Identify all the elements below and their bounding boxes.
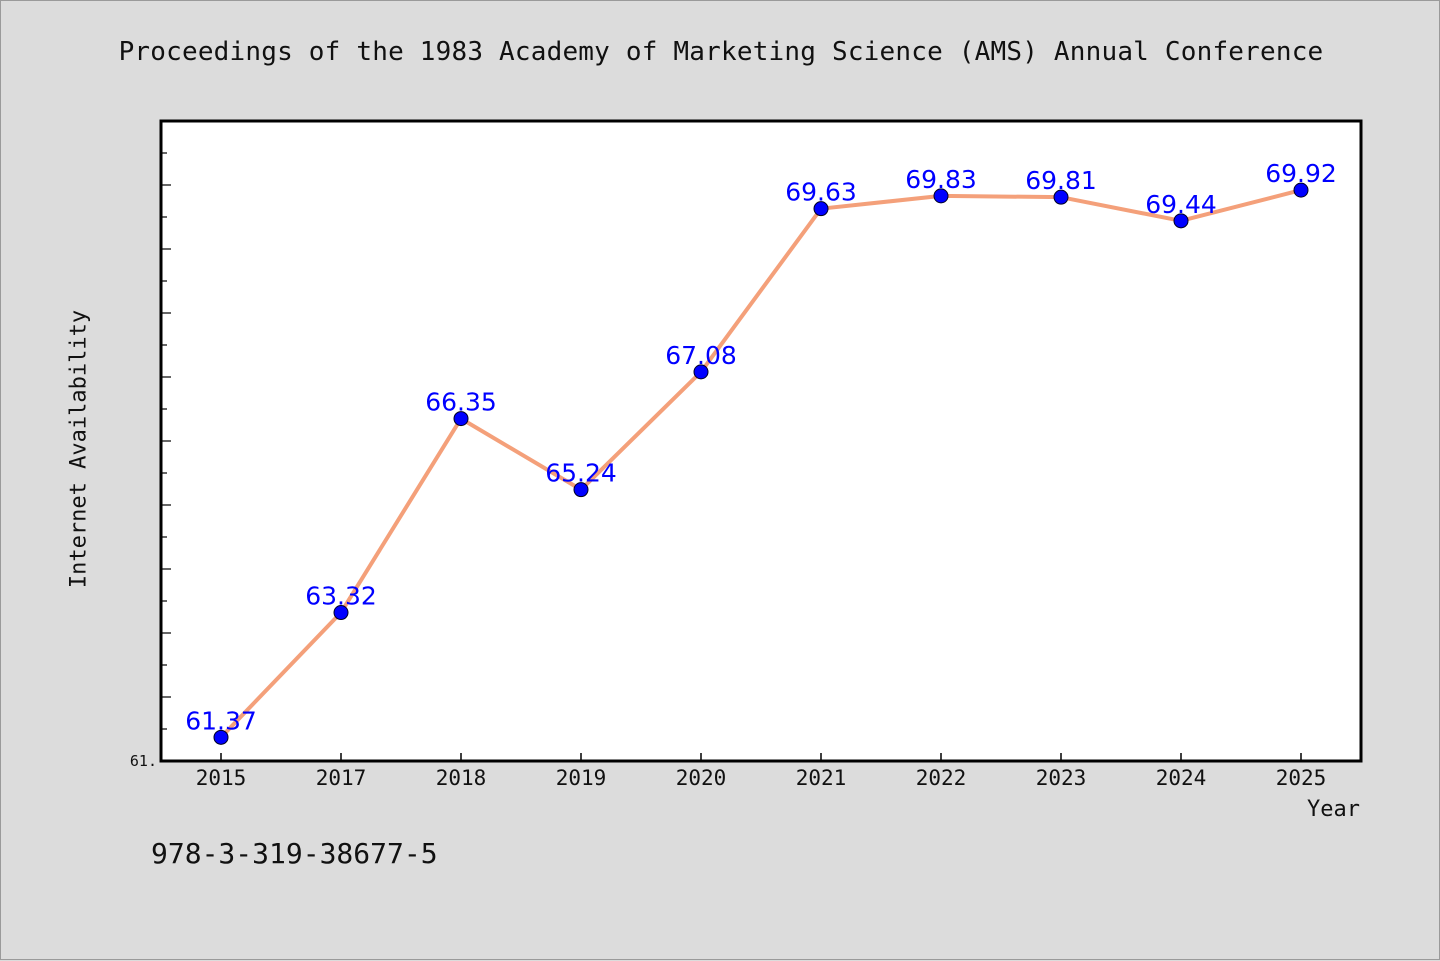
series-markers (213, 182, 1309, 745)
data-labels: 61.37 63.32 66.35 65.24 67.08 69.63 69.83 69.81… (185, 159, 1337, 735)
x-tick-label: 2018 (436, 766, 487, 790)
x-tick-label: 2023 (1036, 766, 1087, 790)
plot-area (161, 121, 1361, 761)
data-point (1173, 213, 1189, 229)
isbn-text: 978-3-319-38677-5 (151, 837, 438, 870)
x-tick-label: 2021 (796, 766, 847, 790)
x-axis-label: Year (1307, 797, 1360, 822)
chart-title: Proceedings of the 1983 Academy of Marke… (118, 37, 1324, 67)
data-point (933, 188, 949, 204)
data-point (1293, 182, 1309, 198)
data-point (213, 729, 229, 745)
data-label: 69.44 (1145, 190, 1217, 219)
x-tick-label: 2022 (916, 766, 967, 790)
data-label: 65.24 (545, 459, 617, 488)
data-label: 61.37 (185, 706, 257, 735)
data-label: 67.08 (665, 341, 737, 370)
series-line (219, 188, 1303, 740)
data-label: 63.32 (305, 582, 377, 611)
x-tick-label: 2024 (1156, 766, 1207, 790)
x-tick-label: 2020 (676, 766, 727, 790)
plot-frame (159, 119, 1363, 763)
data-label: 69.92 (1265, 159, 1337, 188)
data-label: 66.35 (425, 388, 497, 417)
data-label: 69.83 (905, 165, 977, 194)
data-point (333, 605, 349, 621)
data-label: 69.81 (1025, 166, 1097, 195)
x-axis-ticks: 2015 2017 2018 2019 2020 2021 2022 2023 2024 2025 (196, 753, 1327, 790)
x-tick-label: 2019 (556, 766, 607, 790)
data-point (453, 411, 469, 427)
y-tick-label: 61. (130, 752, 157, 770)
data-point (573, 482, 589, 498)
data-point (693, 364, 709, 380)
data-point (813, 201, 829, 217)
x-tick-label: 2015 (196, 766, 247, 790)
data-label: 69.63 (785, 178, 857, 207)
x-tick-label: 2025 (1276, 766, 1327, 790)
x-tick-label: 2017 (316, 766, 367, 790)
data-point (1053, 189, 1069, 205)
